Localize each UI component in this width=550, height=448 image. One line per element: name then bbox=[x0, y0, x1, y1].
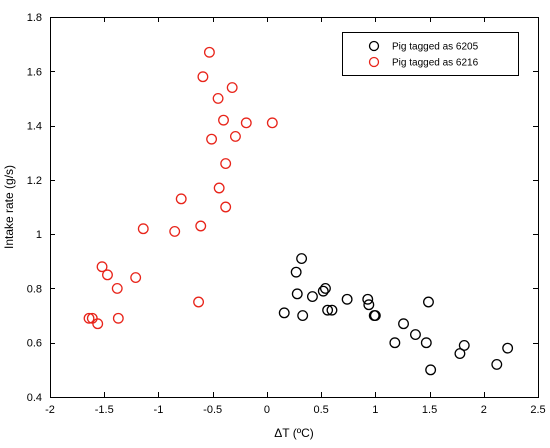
x-tick-label: 0 bbox=[264, 404, 270, 416]
data-point-series-1 bbox=[491, 358, 503, 370]
y-tick-label: 1.2 bbox=[27, 175, 42, 187]
data-point-series-2 bbox=[218, 114, 229, 126]
data-point-series-1 bbox=[290, 266, 302, 278]
data-point-series-2 bbox=[203, 46, 215, 58]
y-axis-tick-labels: 0.4 0.6 0.8 1 1.2 1.4 1.6 1.8 bbox=[27, 12, 42, 404]
data-point-series-2 bbox=[175, 193, 187, 205]
y-tick-label: 1.8 bbox=[27, 12, 42, 24]
legend: Pig tagged as 6205 Pig tagged as 6216 bbox=[342, 32, 519, 76]
data-point-series-2 bbox=[112, 312, 124, 324]
x-axis-label: ΔT (ºC) bbox=[274, 426, 314, 440]
x-tick-label: 2 bbox=[481, 404, 487, 416]
data-point-series-1 bbox=[326, 304, 338, 316]
x-tick-label: -0.5 bbox=[203, 404, 222, 416]
data-point-series-1 bbox=[502, 342, 514, 354]
data-point-series-1 bbox=[389, 337, 401, 349]
data-point-series-1 bbox=[425, 364, 437, 376]
data-point-series-2 bbox=[96, 261, 108, 273]
plot-area bbox=[50, 17, 539, 398]
data-point-series-2 bbox=[229, 130, 241, 142]
data-point-series-2 bbox=[195, 220, 207, 232]
data-point-series-2 bbox=[169, 225, 181, 237]
data-point-series-1 bbox=[454, 348, 466, 360]
y-axis-label: Intake rate (g/s) bbox=[2, 165, 16, 249]
data-point-series-2 bbox=[213, 182, 225, 194]
data-point-series-2 bbox=[266, 117, 278, 129]
data-point-series-1 bbox=[291, 288, 303, 300]
data-point-series-2 bbox=[92, 318, 104, 330]
x-tick-label: 2.5 bbox=[530, 404, 545, 416]
data-point-series-2 bbox=[226, 82, 238, 94]
legend-label-6216: Pig tagged as 6216 bbox=[392, 58, 479, 69]
y-tick-label: 1.4 bbox=[27, 121, 42, 133]
data-point-series-2 bbox=[197, 71, 209, 83]
data-point-series-1 bbox=[410, 329, 421, 341]
data-point-series-2 bbox=[102, 269, 113, 281]
data-point-series-2 bbox=[111, 282, 123, 294]
data-point-series-1 bbox=[306, 291, 318, 303]
data-point-series-1 bbox=[458, 339, 470, 351]
legend-marker-6205 bbox=[368, 40, 380, 52]
x-tick-label: -1 bbox=[154, 404, 164, 416]
data-point-series-2 bbox=[193, 296, 205, 308]
data-point-series-2 bbox=[83, 312, 95, 324]
x-tick-label: -1.5 bbox=[95, 404, 114, 416]
y-tick-label: 0.8 bbox=[27, 283, 42, 295]
axis-ticks bbox=[50, 17, 539, 398]
legend-marker-6216 bbox=[368, 56, 380, 68]
data-point-series-1 bbox=[296, 253, 308, 265]
data-point-series-1 bbox=[398, 318, 409, 330]
data-point-series-1 bbox=[369, 310, 381, 322]
data-point-series-1 bbox=[297, 310, 309, 322]
x-tick-label: -2 bbox=[45, 404, 55, 416]
y-tick-label: 1.6 bbox=[27, 66, 42, 78]
x-tick-label: 1.5 bbox=[422, 404, 437, 416]
data-point-series-1 bbox=[420, 337, 432, 349]
data-point-series-2 bbox=[86, 312, 98, 324]
data-point-series-2 bbox=[220, 158, 232, 170]
data-point-series-1 bbox=[362, 293, 374, 305]
data-point-series-2 bbox=[240, 117, 252, 129]
x-axis-tick-labels: -2 -1.5 -1 -0.5 0 0.5 1 1.5 2 2.5 bbox=[45, 404, 546, 416]
x-tick-label: 0.5 bbox=[313, 404, 328, 416]
data-point-series-1 bbox=[278, 307, 290, 319]
data-point-series-2 bbox=[220, 201, 232, 213]
plot-frame bbox=[50, 17, 539, 398]
data-point-series-2 bbox=[212, 92, 224, 104]
data-points bbox=[83, 46, 514, 376]
legend-box bbox=[342, 32, 519, 76]
data-point-series-1 bbox=[317, 285, 329, 297]
y-tick-label: 1 bbox=[36, 229, 42, 241]
data-point-series-1 bbox=[319, 282, 331, 294]
y-tick-label: 0.6 bbox=[27, 338, 42, 350]
data-point-series-2 bbox=[206, 133, 218, 145]
data-point-series-1 bbox=[341, 293, 353, 305]
data-point-series-2 bbox=[137, 223, 149, 235]
legend-label-6205: Pig tagged as 6205 bbox=[392, 42, 479, 53]
data-point-series-2 bbox=[130, 272, 142, 284]
x-tick-label: 1 bbox=[372, 404, 378, 416]
data-point-series-1 bbox=[363, 299, 375, 311]
data-point-series-1 bbox=[423, 296, 434, 308]
y-tick-label: 0.4 bbox=[27, 392, 42, 404]
data-point-series-1 bbox=[322, 304, 334, 316]
